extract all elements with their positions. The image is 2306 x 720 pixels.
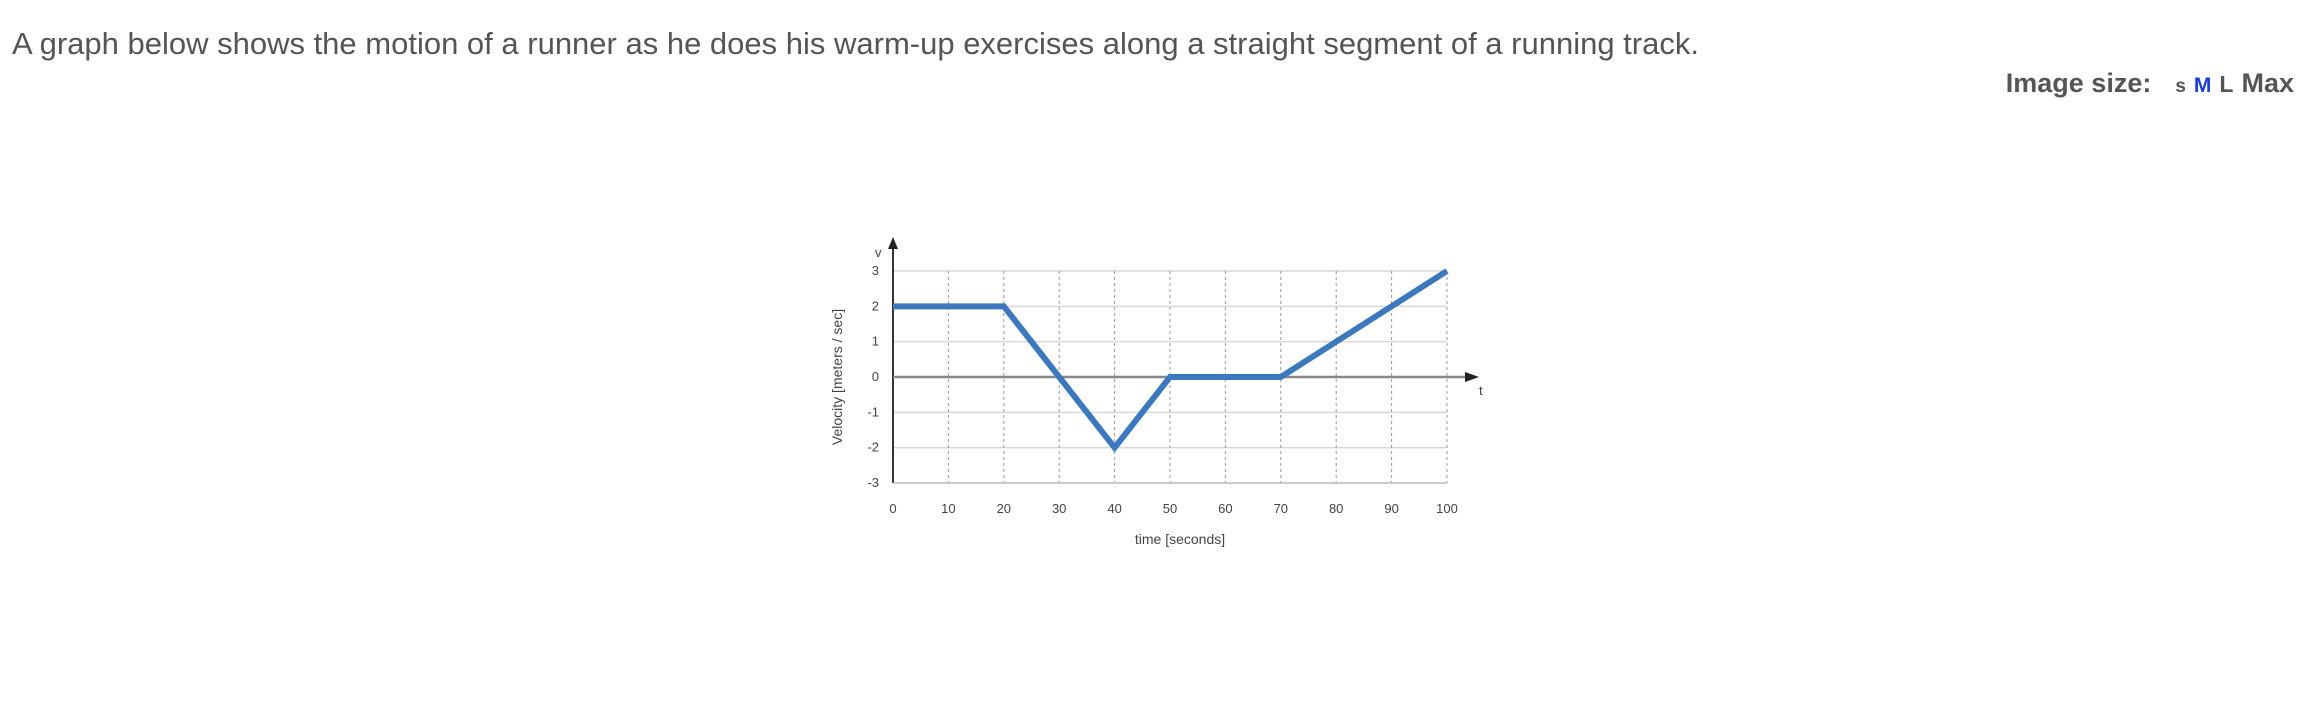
- y-axis-letter: v: [875, 245, 882, 260]
- x-tick-label: 50: [1163, 501, 1177, 516]
- image-size-small-option[interactable]: s: [2175, 76, 2186, 97]
- y-axis-title: Velocity [meters / sec]: [829, 309, 845, 445]
- x-axis-letter: t: [1479, 383, 1483, 398]
- image-size-label: Image size:: [2005, 68, 2152, 98]
- image-size-max-option[interactable]: Max: [2241, 68, 2294, 98]
- x-tick-label: 30: [1052, 501, 1066, 516]
- y-tick-label: 1: [872, 334, 879, 349]
- y-tick-label: 0: [872, 369, 879, 384]
- chart-axes: [888, 237, 1479, 484]
- y-tick-label: -2: [867, 440, 879, 455]
- x-tick-label: 60: [1218, 501, 1232, 516]
- x-axis-title: time [seconds]: [1135, 531, 1225, 547]
- y-tick-label: -3: [867, 475, 879, 490]
- y-tick-label: 3: [872, 263, 879, 278]
- x-tick-label: 0: [889, 501, 896, 516]
- x-tick-label: 100: [1436, 501, 1458, 516]
- x-axis-arrow: [1465, 372, 1479, 382]
- x-tick-label: 20: [997, 501, 1011, 516]
- question-prompt: A graph below shows the motion of a runn…: [12, 26, 1699, 61]
- y-axis-arrow: [888, 237, 898, 249]
- x-tick-label: 70: [1274, 501, 1288, 516]
- image-size-medium-option[interactable]: M: [2193, 74, 2212, 97]
- y-tick-label: -1: [867, 404, 879, 419]
- x-tick-label: 80: [1329, 501, 1343, 516]
- y-tick-label: 2: [872, 298, 879, 313]
- chart-series: [892, 268, 1449, 453]
- image-size-selector: Image size: s M L Max: [2006, 68, 2294, 99]
- image-size-large-option[interactable]: L: [2219, 71, 2234, 97]
- x-tick-label: 10: [941, 501, 955, 516]
- velocity-line: [893, 268, 1449, 453]
- x-tick-label: 40: [1107, 501, 1121, 516]
- x-tick-label: 90: [1384, 501, 1398, 516]
